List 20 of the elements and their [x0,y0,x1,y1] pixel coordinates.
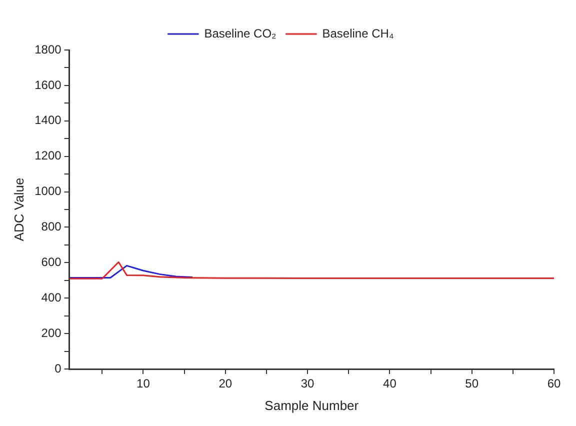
legend-label: Baseline CO₂ [204,26,277,40]
x-tick-label: 10 [136,376,150,391]
y-tick-label: 200 [41,326,62,340]
y-tick-label: 600 [41,254,62,269]
x-tick-label: 30 [300,376,315,391]
y-tick-label: 400 [41,290,62,304]
legend-label: Baseline CH₄ [322,26,394,40]
x-tick-label: 20 [218,376,232,391]
y-tick-label: 0 [54,361,62,376]
x-axis-title: Sample Number [264,398,360,413]
y-tick-label: 1200 [34,148,62,163]
y-tick-label: 1600 [34,78,62,92]
y-tick-label: 800 [41,220,62,234]
y-axis-title: ADC Value [11,178,26,242]
x-tick-label: 60 [547,376,561,391]
x-tick-label: 50 [465,376,479,391]
y-tick-label: 1000 [34,184,62,198]
y-tick-label: 1800 [34,42,62,56]
y-tick-label: 1400 [34,113,62,128]
x-tick-label: 40 [383,376,397,391]
